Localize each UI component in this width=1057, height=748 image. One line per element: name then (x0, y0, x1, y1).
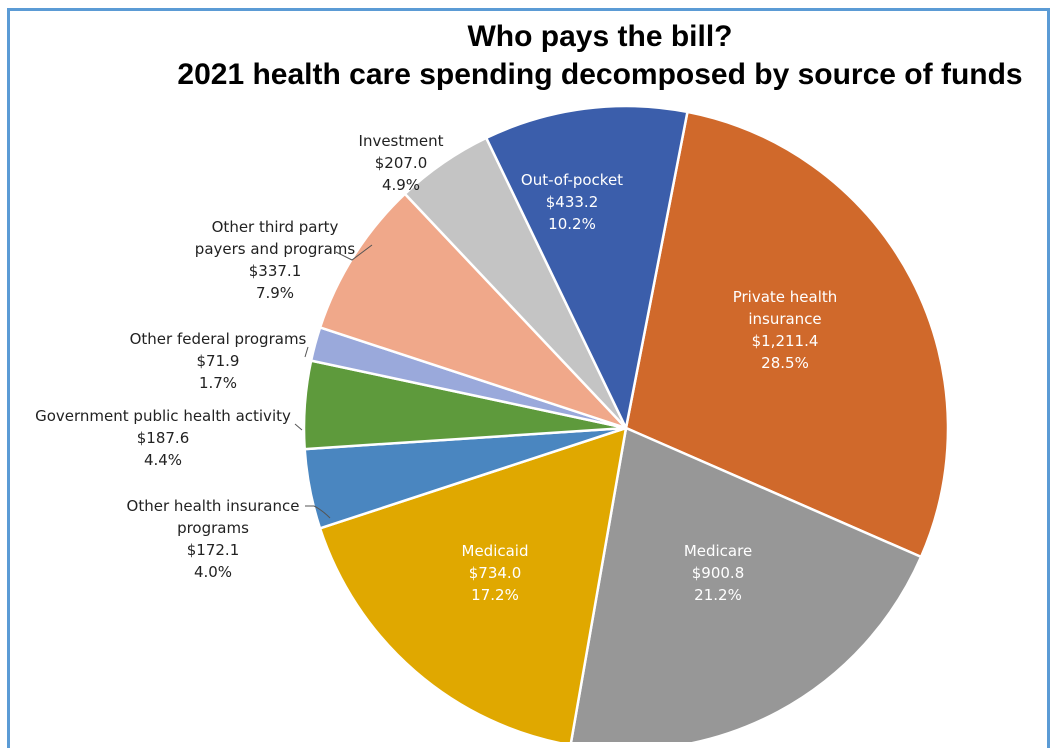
slice-label: Medicaid $734.0 17.2% (462, 542, 529, 604)
leader-line (295, 424, 302, 430)
slice-label: Government public health activity $187.6 4… (35, 407, 291, 469)
slice-label: Other third party payers and programs $337… (195, 218, 356, 302)
slice-label: Other federal programs $71.9 1.7% (130, 330, 307, 392)
slice-label: Other health insurance programs $172.1 4.0% (127, 497, 300, 581)
leader-line (305, 347, 308, 357)
